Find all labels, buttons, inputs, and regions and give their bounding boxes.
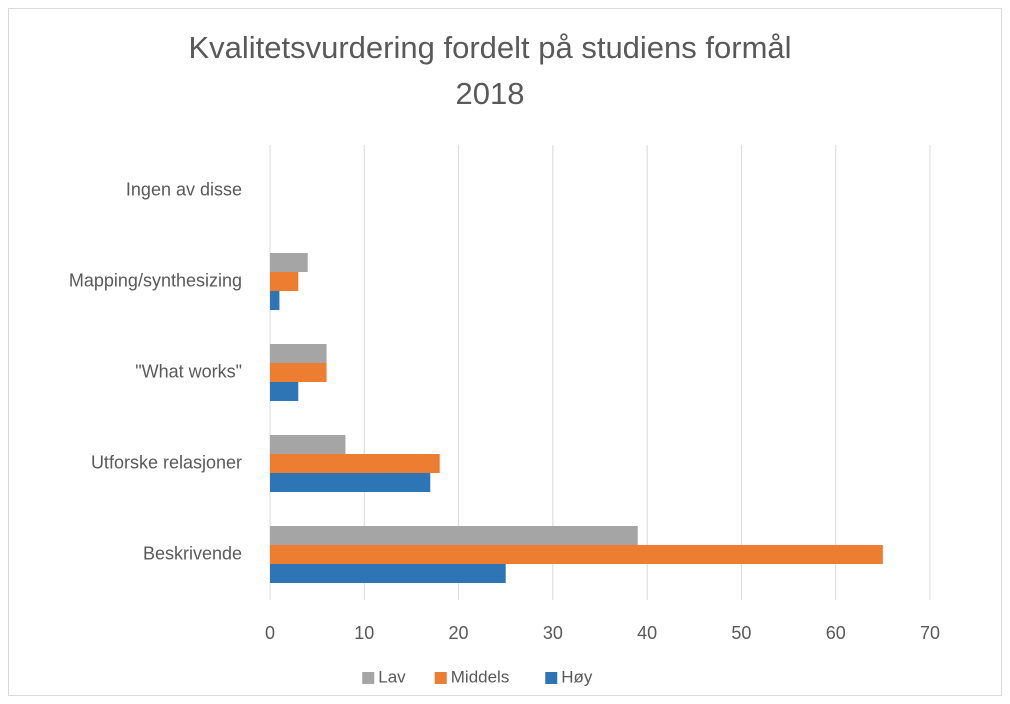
y-tick-label: Mapping/synthesizing bbox=[69, 270, 242, 290]
y-tick-label: "What works" bbox=[135, 361, 242, 381]
x-tick-label: 40 bbox=[637, 623, 657, 643]
bar bbox=[270, 526, 638, 545]
legend-swatch bbox=[545, 672, 558, 684]
x-tick-label: 0 bbox=[265, 623, 275, 643]
bar bbox=[270, 545, 883, 564]
bar bbox=[270, 253, 308, 272]
bar bbox=[270, 564, 506, 583]
y-tick-label: Utforske relasjoner bbox=[91, 452, 242, 472]
legend-swatch bbox=[434, 672, 447, 684]
legend-label: Lav bbox=[378, 667, 406, 686]
x-tick-label: 70 bbox=[920, 623, 940, 643]
x-tick-label: 20 bbox=[449, 623, 469, 643]
bar bbox=[270, 272, 299, 291]
x-tick-label: 60 bbox=[826, 623, 846, 643]
bar bbox=[270, 382, 299, 401]
y-tick-label: Ingen av disse bbox=[126, 179, 242, 199]
chart-title: 2018 bbox=[456, 76, 525, 111]
x-tick-label: 50 bbox=[731, 623, 751, 643]
chart-title: Kvalitetsvurdering fordelt på studiens f… bbox=[188, 30, 791, 65]
bar bbox=[270, 473, 431, 492]
x-tick-label: 10 bbox=[354, 623, 374, 643]
bar bbox=[270, 344, 327, 363]
bar bbox=[270, 363, 327, 382]
x-tick-label: 30 bbox=[543, 623, 563, 643]
bar bbox=[270, 435, 346, 454]
chart-border bbox=[8, 8, 1002, 696]
legend-swatch bbox=[362, 672, 375, 684]
legend-label: Middels bbox=[451, 667, 510, 686]
y-tick-label: Beskrivende bbox=[143, 543, 242, 563]
bar bbox=[270, 291, 280, 310]
bar bbox=[270, 454, 440, 473]
legend-label: Høy bbox=[561, 667, 593, 686]
